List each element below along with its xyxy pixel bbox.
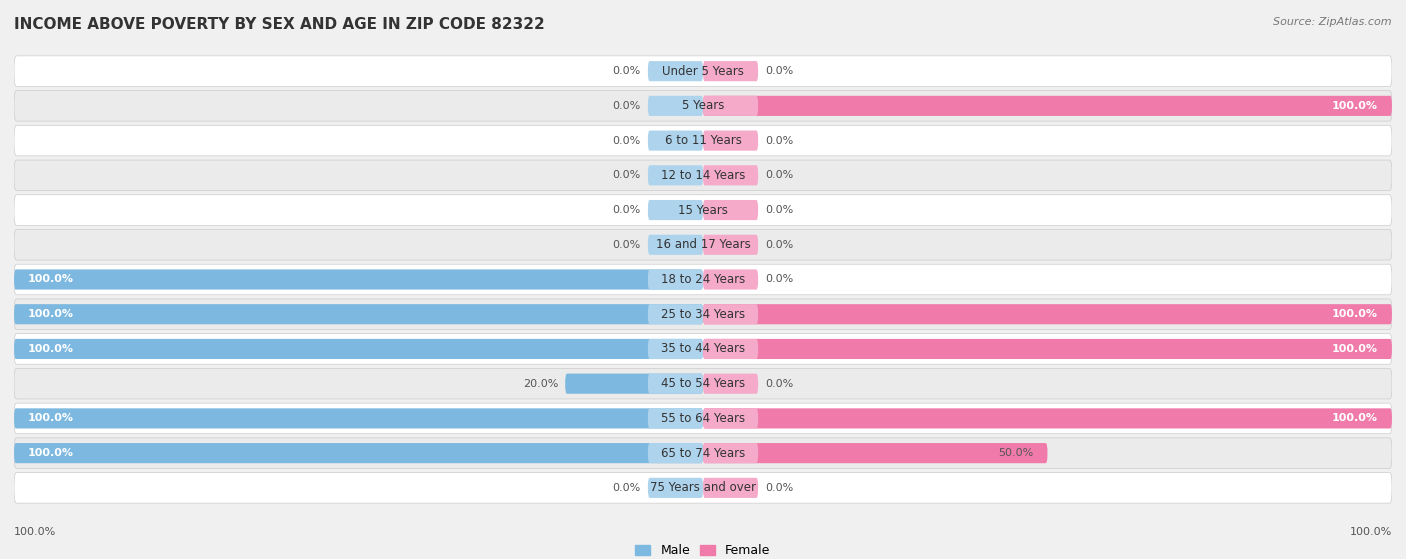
FancyBboxPatch shape: [14, 408, 703, 428]
Text: 45 to 54 Years: 45 to 54 Years: [661, 377, 745, 390]
Text: 0.0%: 0.0%: [613, 205, 641, 215]
FancyBboxPatch shape: [648, 61, 703, 81]
Text: 5 Years: 5 Years: [682, 100, 724, 112]
FancyBboxPatch shape: [14, 443, 703, 463]
FancyBboxPatch shape: [14, 160, 1392, 191]
FancyBboxPatch shape: [14, 269, 703, 290]
Text: 0.0%: 0.0%: [613, 483, 641, 493]
FancyBboxPatch shape: [703, 339, 758, 359]
FancyBboxPatch shape: [703, 408, 1392, 428]
Text: 0.0%: 0.0%: [765, 66, 793, 76]
FancyBboxPatch shape: [648, 408, 703, 428]
Text: 0.0%: 0.0%: [765, 205, 793, 215]
FancyBboxPatch shape: [648, 131, 703, 151]
FancyBboxPatch shape: [703, 478, 758, 498]
Text: 100.0%: 100.0%: [14, 527, 56, 537]
FancyBboxPatch shape: [648, 339, 703, 359]
Text: 0.0%: 0.0%: [765, 483, 793, 493]
FancyBboxPatch shape: [648, 478, 703, 498]
Text: 100.0%: 100.0%: [1331, 309, 1378, 319]
FancyBboxPatch shape: [703, 165, 758, 186]
Text: Under 5 Years: Under 5 Years: [662, 65, 744, 78]
FancyBboxPatch shape: [14, 472, 1392, 503]
FancyBboxPatch shape: [703, 408, 758, 428]
FancyBboxPatch shape: [703, 96, 1392, 116]
Text: 0.0%: 0.0%: [613, 66, 641, 76]
Text: 0.0%: 0.0%: [613, 136, 641, 145]
Legend: Male, Female: Male, Female: [630, 539, 776, 559]
FancyBboxPatch shape: [648, 235, 703, 255]
FancyBboxPatch shape: [648, 269, 703, 290]
Text: 55 to 64 Years: 55 to 64 Years: [661, 412, 745, 425]
Text: 100.0%: 100.0%: [1350, 527, 1392, 537]
FancyBboxPatch shape: [703, 373, 758, 394]
Text: INCOME ABOVE POVERTY BY SEX AND AGE IN ZIP CODE 82322: INCOME ABOVE POVERTY BY SEX AND AGE IN Z…: [14, 17, 544, 32]
FancyBboxPatch shape: [565, 373, 703, 394]
Text: 12 to 14 Years: 12 to 14 Years: [661, 169, 745, 182]
FancyBboxPatch shape: [703, 304, 758, 324]
Text: 100.0%: 100.0%: [28, 274, 75, 285]
FancyBboxPatch shape: [703, 235, 758, 255]
Text: 0.0%: 0.0%: [765, 240, 793, 250]
FancyBboxPatch shape: [14, 125, 1392, 156]
Text: 75 Years and over: 75 Years and over: [650, 481, 756, 494]
FancyBboxPatch shape: [14, 368, 1392, 399]
FancyBboxPatch shape: [14, 438, 1392, 468]
FancyBboxPatch shape: [14, 195, 1392, 225]
FancyBboxPatch shape: [14, 56, 1392, 87]
Text: 50.0%: 50.0%: [998, 448, 1033, 458]
Text: 0.0%: 0.0%: [613, 170, 641, 181]
FancyBboxPatch shape: [14, 91, 1392, 121]
FancyBboxPatch shape: [14, 299, 1392, 329]
Text: 100.0%: 100.0%: [1331, 101, 1378, 111]
Text: 100.0%: 100.0%: [1331, 344, 1378, 354]
Text: 25 to 34 Years: 25 to 34 Years: [661, 307, 745, 321]
Text: 6 to 11 Years: 6 to 11 Years: [665, 134, 741, 147]
FancyBboxPatch shape: [703, 443, 758, 463]
FancyBboxPatch shape: [648, 96, 703, 116]
FancyBboxPatch shape: [648, 443, 703, 463]
FancyBboxPatch shape: [14, 230, 1392, 260]
FancyBboxPatch shape: [14, 403, 1392, 434]
Text: 0.0%: 0.0%: [765, 378, 793, 389]
FancyBboxPatch shape: [703, 443, 1047, 463]
Text: 100.0%: 100.0%: [28, 309, 75, 319]
Text: 0.0%: 0.0%: [613, 101, 641, 111]
FancyBboxPatch shape: [14, 334, 1392, 364]
Text: 18 to 24 Years: 18 to 24 Years: [661, 273, 745, 286]
Text: 20.0%: 20.0%: [523, 378, 558, 389]
Text: 100.0%: 100.0%: [28, 448, 75, 458]
FancyBboxPatch shape: [14, 304, 703, 324]
FancyBboxPatch shape: [703, 131, 758, 151]
FancyBboxPatch shape: [703, 61, 758, 81]
Text: 0.0%: 0.0%: [613, 240, 641, 250]
FancyBboxPatch shape: [648, 373, 703, 394]
Text: 35 to 44 Years: 35 to 44 Years: [661, 343, 745, 356]
FancyBboxPatch shape: [703, 269, 758, 290]
Text: 100.0%: 100.0%: [1331, 414, 1378, 423]
FancyBboxPatch shape: [14, 339, 703, 359]
Text: 100.0%: 100.0%: [28, 344, 75, 354]
Text: 65 to 74 Years: 65 to 74 Years: [661, 447, 745, 459]
FancyBboxPatch shape: [648, 304, 703, 324]
Text: 16 and 17 Years: 16 and 17 Years: [655, 238, 751, 252]
FancyBboxPatch shape: [703, 339, 1392, 359]
Text: 0.0%: 0.0%: [765, 136, 793, 145]
FancyBboxPatch shape: [703, 96, 758, 116]
Text: 100.0%: 100.0%: [28, 414, 75, 423]
Text: 0.0%: 0.0%: [765, 170, 793, 181]
FancyBboxPatch shape: [703, 304, 1392, 324]
FancyBboxPatch shape: [703, 200, 758, 220]
FancyBboxPatch shape: [648, 200, 703, 220]
FancyBboxPatch shape: [14, 264, 1392, 295]
Text: 15 Years: 15 Years: [678, 203, 728, 216]
FancyBboxPatch shape: [648, 165, 703, 186]
Text: 0.0%: 0.0%: [765, 274, 793, 285]
Text: Source: ZipAtlas.com: Source: ZipAtlas.com: [1274, 17, 1392, 27]
